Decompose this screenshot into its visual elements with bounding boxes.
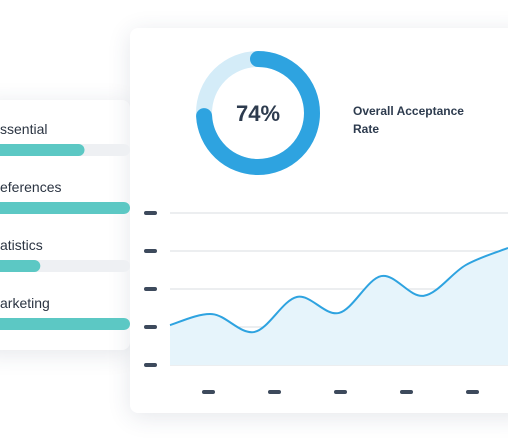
consent-label: atistics: [0, 237, 43, 253]
donut-value: 74%: [236, 101, 280, 126]
consent-card: [0, 100, 130, 350]
donut-caption: Overall Acceptance Rate: [353, 104, 464, 136]
progress-fill: [0, 260, 41, 272]
progress-fill: [0, 144, 85, 156]
progress-fill: [0, 318, 130, 330]
donut-arc: [196, 51, 320, 175]
axis-dashes: [144, 211, 479, 394]
consent-label: arketing: [0, 295, 50, 311]
line: [169, 247, 508, 334]
line-area: [170, 247, 508, 365]
consent-label: eferences: [0, 179, 62, 195]
progress-fill: [0, 202, 130, 214]
consent-label: ssential: [0, 121, 48, 137]
